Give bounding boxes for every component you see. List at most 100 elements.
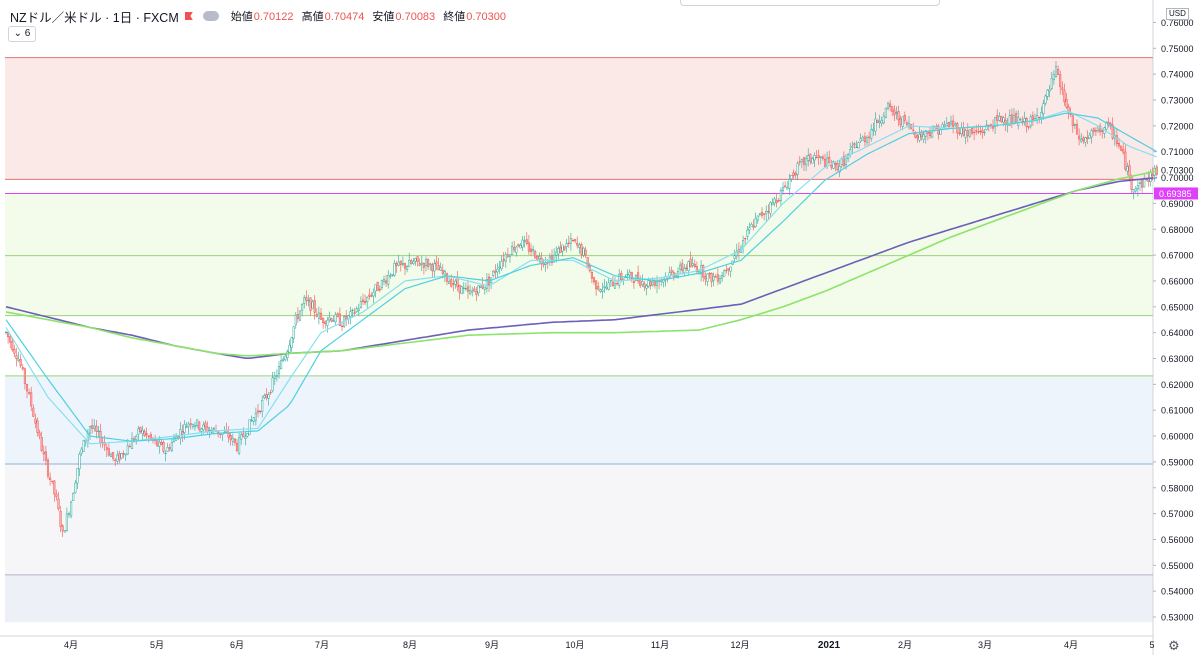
symbol-title[interactable]: NZドル／米ドル · 1日 · FXCM [10, 10, 179, 25]
candle-body [422, 263, 425, 268]
candle-body [231, 437, 234, 442]
candle-body [34, 418, 37, 424]
top-toolbar-panel[interactable] [680, 0, 940, 6]
current-price-label: 0.70300 [1161, 165, 1194, 175]
candle-body [977, 131, 980, 133]
candle-body [1010, 114, 1013, 124]
eye-icon[interactable] [202, 11, 219, 21]
candle-body [815, 157, 818, 159]
candle-body [227, 432, 230, 438]
candle-body [897, 111, 900, 121]
candle-body [964, 130, 967, 138]
candle-body [429, 263, 432, 265]
candle-body [970, 128, 974, 134]
candle-body [817, 155, 820, 158]
candle-body [609, 280, 612, 282]
candle-body [754, 218, 757, 227]
candle-body [416, 256, 419, 263]
high-value: 0.70474 [324, 11, 365, 23]
candle-body [70, 501, 73, 517]
y-tick-label: 0.54000 [1161, 587, 1194, 597]
candle-body [790, 175, 793, 180]
candle-body [179, 429, 182, 439]
candle-body [340, 325, 344, 327]
candle-body [1111, 124, 1114, 139]
x-tick-label: 3月 [978, 640, 992, 650]
y-tick-label: 0.68000 [1161, 225, 1194, 235]
candle-body [332, 320, 335, 322]
candle-body [21, 367, 24, 370]
candle-body [391, 274, 394, 276]
candle-body [918, 134, 921, 141]
candle-body [1046, 89, 1049, 97]
y-tick-label: 0.76000 [1161, 18, 1194, 28]
candle-body [571, 240, 575, 242]
candle-body [525, 239, 528, 244]
candle-body [145, 433, 148, 436]
candle-body [561, 244, 564, 252]
candle-body [1099, 125, 1102, 133]
candle-body [788, 179, 791, 189]
candle-body [643, 283, 646, 288]
flag-icon[interactable] [184, 12, 193, 20]
candle-body [886, 102, 890, 109]
y-tick-label: 0.58000 [1161, 483, 1194, 493]
currency-badge[interactable]: USD [1166, 8, 1189, 20]
candle-body [710, 273, 713, 283]
candle-body [374, 284, 377, 292]
candle-body [290, 337, 293, 348]
candle-body [756, 215, 759, 221]
y-tick-label: 0.70000 [1161, 173, 1194, 183]
candle-body [168, 447, 171, 450]
candle-body [280, 360, 283, 369]
candle-body [746, 229, 749, 237]
candle-body [78, 454, 81, 470]
candle-body [502, 259, 505, 262]
candle-body [1073, 124, 1076, 126]
candle-body [555, 251, 558, 256]
candle-body [385, 280, 388, 284]
candle-body [286, 351, 289, 358]
candle-body [259, 410, 262, 413]
candle-body [454, 280, 457, 285]
candle-body [794, 173, 797, 176]
candle-body [301, 304, 304, 311]
candle-body [1025, 118, 1028, 127]
candle-body [651, 281, 654, 286]
x-tick-label: 10月 [565, 640, 584, 650]
candle-body [292, 326, 295, 339]
candle-body [296, 314, 299, 320]
moving-average-line-3 [5, 170, 1157, 357]
candle-body [809, 153, 812, 162]
chart-header: NZドル／米ドル · 1日 · FXCM 始値0.70122 高値0.70474… [10, 7, 511, 25]
candle-body [1084, 137, 1087, 143]
candle-body [84, 439, 87, 443]
gear-icon[interactable]: ⚙ [1168, 638, 1180, 653]
x-tick-label: 4月 [64, 640, 78, 650]
candle-body [1008, 115, 1011, 126]
candle-body [735, 250, 738, 257]
candle-body [143, 431, 146, 437]
candle-body [471, 290, 474, 293]
candle-body [1050, 77, 1053, 89]
y-tick-label: 0.64000 [1161, 328, 1194, 338]
candle-body [30, 392, 33, 407]
candle-body [874, 118, 877, 132]
zone-1 [5, 193, 1153, 316]
x-tick-label: 2月 [898, 640, 912, 650]
candle-body [364, 300, 367, 304]
candle-body [714, 276, 717, 278]
candle-body [618, 274, 621, 286]
candle-body [1138, 182, 1142, 184]
candle-body [309, 297, 312, 311]
candle-body [59, 511, 62, 527]
candle-body [118, 453, 121, 461]
candle-body [567, 242, 570, 244]
candle-body [689, 258, 692, 267]
candle-body [172, 437, 176, 443]
candle-body [212, 428, 215, 430]
y-tick-label: 0.62000 [1161, 380, 1194, 390]
candle-body [25, 384, 29, 392]
indicator-toggle-button[interactable]: ⌄ 6 [8, 26, 36, 42]
